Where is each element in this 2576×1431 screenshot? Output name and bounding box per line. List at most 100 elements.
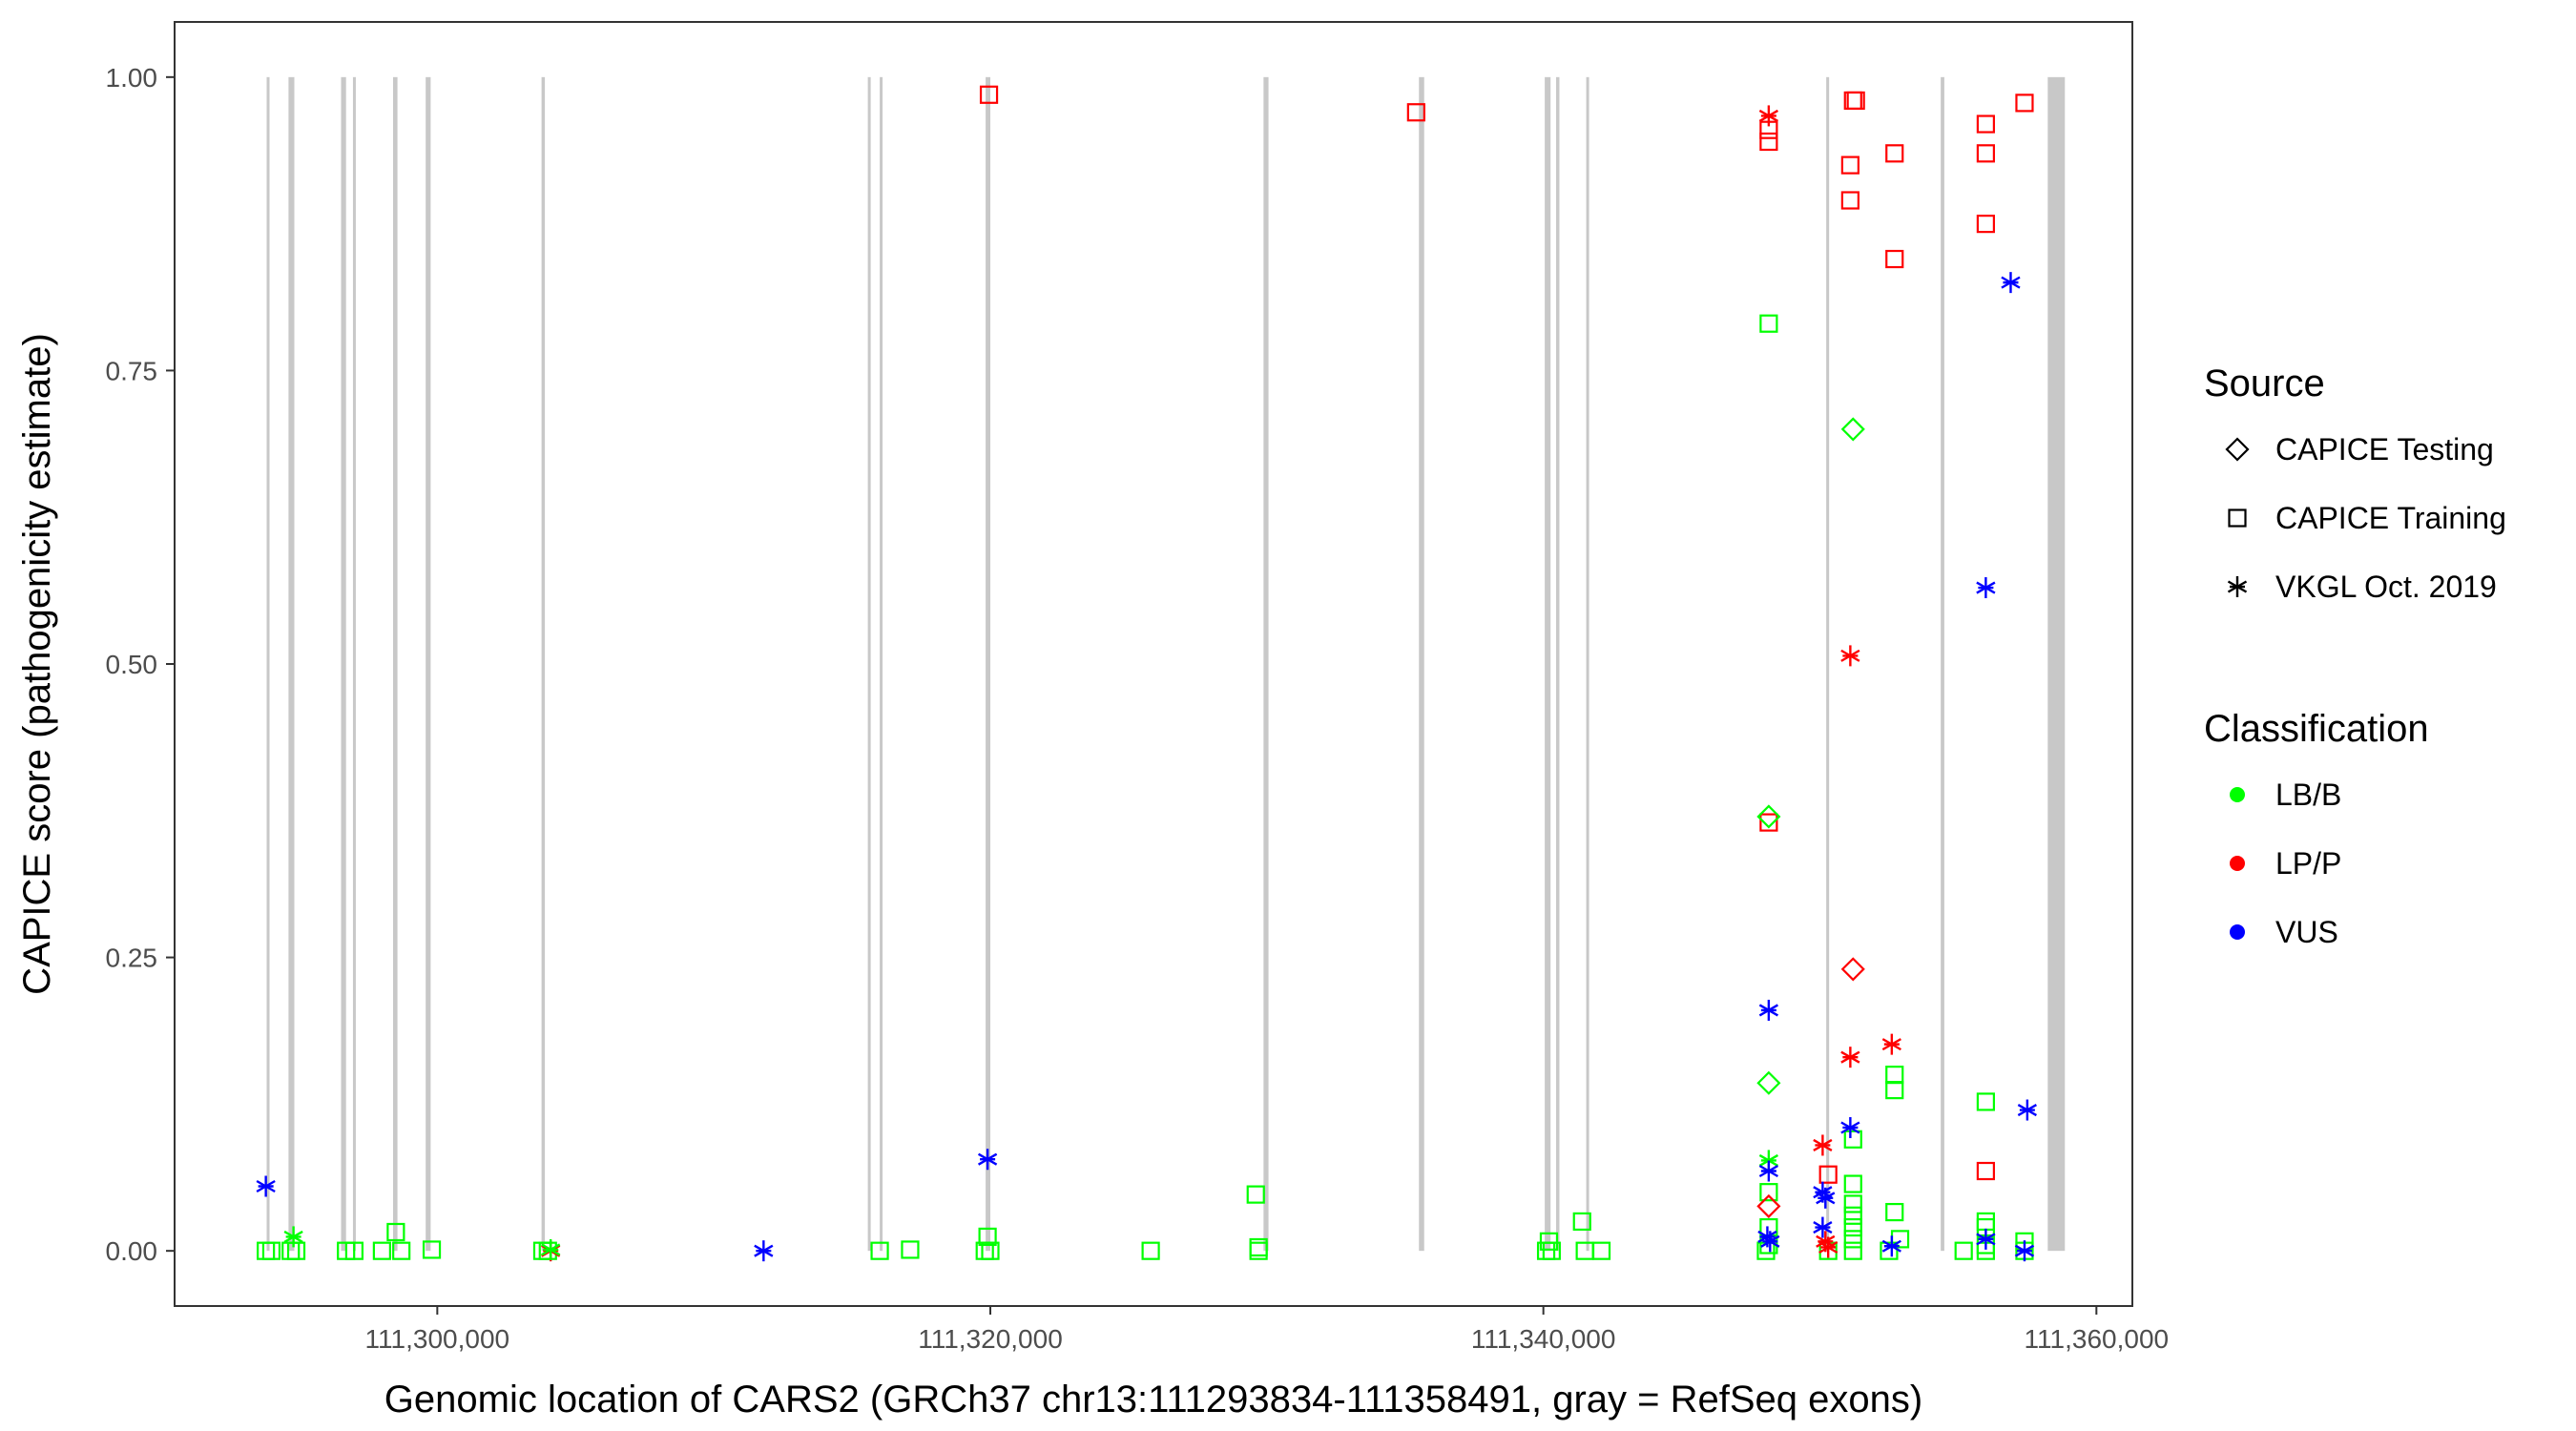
data-point-asterisk: [1760, 1231, 1780, 1253]
exon-band: [1586, 76, 1589, 1252]
data-point-square: [1885, 1066, 1904, 1085]
legend-key-dot: [2230, 856, 2245, 871]
exon-band: [1545, 76, 1551, 1252]
data-point-square: [1976, 1092, 1995, 1111]
exon-band: [341, 76, 346, 1252]
legend-label: VUS: [2275, 915, 2338, 949]
data-point-asterisk: [1881, 1235, 1901, 1257]
data-point-square: [392, 1241, 411, 1260]
data-point-square: [870, 1241, 889, 1260]
y-tick-label: 0.50: [106, 650, 158, 679]
data-point-diamond: [1756, 1070, 1781, 1095]
exon-band: [880, 76, 883, 1252]
data-point-square: [1885, 144, 1904, 163]
axes: 111,300,000 111,320,000 111,340,000 111,360…: [106, 63, 2170, 1354]
data-point-square: [1843, 1241, 1862, 1260]
data-point-asterisk: [1813, 1134, 1833, 1156]
data-point-square: [372, 1241, 391, 1260]
y-tick-label: 0.75: [106, 356, 158, 385]
y-tick-label: 1.00: [106, 63, 158, 93]
exon-band: [1263, 76, 1269, 1252]
data-point-square: [1759, 314, 1778, 333]
exon-band: [541, 76, 546, 1252]
legend-source: Source CAPICE Testing CAPICE Training VKGL …: [2204, 363, 2506, 604]
data-point-square: [257, 1241, 276, 1260]
exon-band: [426, 76, 431, 1252]
exon-band: [1419, 76, 1424, 1252]
data-point-asterisk: [2001, 272, 2021, 294]
data-points: [256, 85, 2037, 1262]
data-point-square: [1591, 1241, 1611, 1260]
data-point-square: [261, 1241, 281, 1260]
data-point-asterisk: [1881, 1033, 1901, 1055]
data-point-square: [1840, 191, 1859, 210]
legend-item: CAPICE Testing: [2225, 432, 2494, 467]
data-point-square: [1572, 1212, 1591, 1232]
data-point-square: [1885, 1202, 1904, 1222]
legend-item: VUS: [2230, 915, 2338, 949]
data-point-square: [1885, 1081, 1904, 1100]
legend-item: LP/P: [2230, 846, 2341, 881]
data-point-square: [1759, 813, 1778, 832]
data-point-diamond: [1756, 804, 1781, 829]
data-point-asterisk: [541, 1238, 561, 1260]
data-point-asterisk: [256, 1175, 276, 1197]
data-point-square: [1976, 1212, 1995, 1232]
data-point-asterisk: [1840, 1116, 1860, 1138]
data-point-square: [1843, 1130, 1862, 1149]
data-point-square: [979, 85, 999, 104]
legend-label: LB/B: [2275, 778, 2341, 812]
data-point-square: [1976, 144, 1995, 163]
legend-key-diamond: [2225, 437, 2250, 462]
legend-key-square: [2228, 508, 2247, 528]
legend-label: CAPICE Training: [2275, 501, 2506, 535]
y-axis-title: CAPICE score (pathogenicity estimate): [16, 333, 58, 995]
data-point-square: [1818, 1165, 1838, 1184]
plot-panel-border: [174, 21, 2133, 1307]
data-point-square: [1575, 1241, 1594, 1260]
data-point-asterisk: [1816, 1187, 1836, 1209]
data-point-square: [1976, 215, 1995, 234]
legend-title: Classification: [2204, 708, 2429, 750]
data-point-square: [422, 1240, 442, 1259]
data-point-square: [1880, 1241, 1899, 1260]
data-point-square: [1249, 1237, 1268, 1257]
legend-label: CAPICE Testing: [2275, 432, 2494, 467]
data-point-square: [1843, 1174, 1862, 1193]
data-point-square: [978, 1227, 997, 1247]
exon-band: [1826, 76, 1830, 1252]
data-point-asterisk: [977, 1149, 998, 1171]
data-point-square: [981, 1241, 1000, 1260]
data-point-square: [1406, 103, 1425, 122]
x-axis-title: Genomic location of CARS2 (GRCh37 chr13:…: [384, 1379, 1922, 1421]
legend-title: Source: [2204, 363, 2325, 404]
data-point-square: [386, 1222, 405, 1242]
data-point-asterisk: [1758, 999, 1778, 1021]
legend-label: LP/P: [2275, 846, 2341, 881]
legend-item: VKGL Oct. 2019: [2227, 570, 2497, 604]
x-tick-label: 111,300,000: [365, 1324, 510, 1354]
data-point-square: [344, 1241, 364, 1260]
data-point-diamond: [1756, 1193, 1781, 1218]
data-point-square: [1759, 1183, 1778, 1202]
legend-item: LB/B: [2230, 778, 2341, 812]
data-point-square: [1843, 1194, 1862, 1213]
data-point-square: [1840, 156, 1859, 175]
data-point-square: [901, 1240, 920, 1259]
data-point-square: [1954, 1241, 1973, 1260]
data-point-square: [1843, 1206, 1862, 1225]
y-tick-label: 0.25: [106, 944, 158, 973]
x-tick-label: 111,320,000: [918, 1324, 1063, 1354]
exon-bands: [266, 76, 2066, 1252]
data-point-square: [1141, 1241, 1160, 1260]
legend-key-dot: [2230, 924, 2245, 940]
data-point-square: [1542, 1241, 1561, 1260]
data-point-square: [1843, 1230, 1862, 1249]
x-tick-label: 111,340,000: [1471, 1324, 1616, 1354]
x-tick-label: 111,360,000: [2025, 1324, 2170, 1354]
exon-band: [392, 76, 398, 1252]
data-point-asterisk: [1976, 577, 1996, 599]
exon-band: [352, 76, 356, 1252]
data-point-asterisk: [1813, 1216, 1833, 1238]
